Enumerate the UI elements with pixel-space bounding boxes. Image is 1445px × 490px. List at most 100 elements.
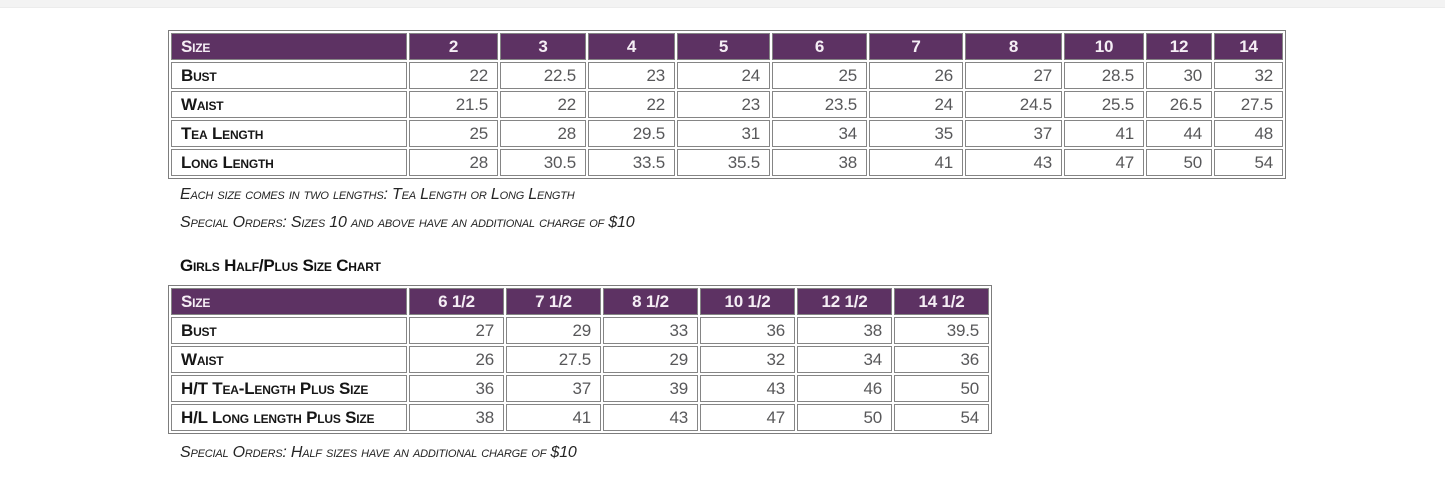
table-row: Bust 22 22.5 23 24 25 26 27 28.5 30 32: [171, 62, 1283, 89]
value-cell: 33: [603, 317, 698, 344]
value-cell: 38: [409, 404, 504, 431]
row-label: Waist: [171, 91, 407, 118]
value-cell: 26: [409, 346, 504, 373]
table-row: Tea Length 25 28 29.5 31 34 35 37 41 44 48: [171, 120, 1283, 147]
value-cell: 38: [797, 317, 892, 344]
column-header: 2: [409, 33, 498, 60]
value-cell: 43: [700, 375, 795, 402]
column-header: 12 1/2: [797, 288, 892, 315]
table-row: H/T Tea-Length Plus Size 36 37 39 43 46 50: [171, 375, 989, 402]
note-special-orders-half: Special Orders: Half sizes have an addit…: [180, 444, 577, 461]
value-cell: 28: [500, 120, 586, 147]
size-header-cell: Size: [171, 33, 407, 60]
value-cell: 37: [506, 375, 601, 402]
size-table: Size 6 1/2 7 1/2 8 1/2 10 1/2 12 1/2 14 1/2 Bus…: [168, 285, 992, 434]
value-cell: 22: [409, 62, 498, 89]
value-cell: 36: [409, 375, 504, 402]
value-cell: 35.5: [677, 149, 770, 176]
value-cell: 23.5: [772, 91, 867, 118]
column-header: 10: [1064, 33, 1144, 60]
size-table: Size 2 3 4 5 6 7 8 10 12 14 Bust 22 22.5 23 24 25 26 27 28.…: [168, 30, 1286, 179]
value-cell: 37: [965, 120, 1062, 147]
value-cell: 41: [869, 149, 963, 176]
value-cell: 33.5: [588, 149, 675, 176]
value-cell: 41: [1064, 120, 1144, 147]
value-cell: 46: [797, 375, 892, 402]
value-cell: 54: [894, 404, 989, 431]
value-cell: 31: [677, 120, 770, 147]
value-cell: 50: [894, 375, 989, 402]
note-two-lengths: Each size comes in two lengths: Tea Leng…: [180, 186, 575, 203]
column-header: 14 1/2: [894, 288, 989, 315]
value-cell: 23: [677, 91, 770, 118]
value-cell: 25: [409, 120, 498, 147]
value-cell: 28: [409, 149, 498, 176]
row-label: Long Length: [171, 149, 407, 176]
value-cell: 47: [1064, 149, 1144, 176]
value-cell: 32: [700, 346, 795, 373]
value-cell: 29: [603, 346, 698, 373]
value-cell: 43: [965, 149, 1062, 176]
value-cell: 27.5: [506, 346, 601, 373]
value-cell: 23: [588, 62, 675, 89]
value-cell: 38: [772, 149, 867, 176]
header-row: Size 2 3 4 5 6 7 8 10 12 14: [171, 33, 1283, 60]
standard-size-chart-table: Size 2 3 4 5 6 7 8 10 12 14 Bust 22 22.5 23 24 25 26 27 28.…: [168, 30, 1286, 179]
value-cell: 30.5: [500, 149, 586, 176]
value-cell: 24: [869, 91, 963, 118]
value-cell: 26: [869, 62, 963, 89]
row-label: Bust: [171, 317, 407, 344]
table-row: Waist 21.5 22 22 23 23.5 24 24.5 25.5 26.5 27.5: [171, 91, 1283, 118]
value-cell: 34: [772, 120, 867, 147]
value-cell: 30: [1146, 62, 1212, 89]
half-plus-size-chart-table: Size 6 1/2 7 1/2 8 1/2 10 1/2 12 1/2 14 1/2 Bus…: [168, 285, 992, 434]
value-cell: 50: [1146, 149, 1212, 176]
value-cell: 50: [797, 404, 892, 431]
value-cell: 24.5: [965, 91, 1062, 118]
column-header: 6: [772, 33, 867, 60]
value-cell: 34: [797, 346, 892, 373]
table-row: Waist 26 27.5 29 32 34 36: [171, 346, 989, 373]
value-cell: 44: [1146, 120, 1212, 147]
row-label: Bust: [171, 62, 407, 89]
value-cell: 22: [500, 91, 586, 118]
table-row: Long Length 28 30.5 33.5 35.5 38 41 43 47 50 54: [171, 149, 1283, 176]
value-cell: 43: [603, 404, 698, 431]
value-cell: 39: [603, 375, 698, 402]
value-cell: 27: [965, 62, 1062, 89]
value-cell: 21.5: [409, 91, 498, 118]
row-label: Waist: [171, 346, 407, 373]
row-label: H/L Long length Plus Size: [171, 404, 407, 431]
page-top-strip: [0, 0, 1445, 8]
header-row: Size 6 1/2 7 1/2 8 1/2 10 1/2 12 1/2 14 1/2: [171, 288, 989, 315]
row-label: H/T Tea-Length Plus Size: [171, 375, 407, 402]
value-cell: 29: [506, 317, 601, 344]
row-label: Tea Length: [171, 120, 407, 147]
value-cell: 47: [700, 404, 795, 431]
value-cell: 22: [588, 91, 675, 118]
column-header: 5: [677, 33, 770, 60]
value-cell: 27: [409, 317, 504, 344]
table-row: Bust 27 29 33 36 38 39.5: [171, 317, 989, 344]
size-header-cell: Size: [171, 288, 407, 315]
value-cell: 41: [506, 404, 601, 431]
value-cell: 29.5: [588, 120, 675, 147]
value-cell: 54: [1214, 149, 1283, 176]
value-cell: 48: [1214, 120, 1283, 147]
column-header: 12: [1146, 33, 1212, 60]
value-cell: 26.5: [1146, 91, 1212, 118]
column-header: 8: [965, 33, 1062, 60]
column-header: 10 1/2: [700, 288, 795, 315]
note-special-orders-standard: Special Orders: Sizes 10 and above have …: [180, 214, 635, 231]
value-cell: 36: [894, 346, 989, 373]
column-header: 3: [500, 33, 586, 60]
value-cell: 25: [772, 62, 867, 89]
value-cell: 35: [869, 120, 963, 147]
column-header: 4: [588, 33, 675, 60]
value-cell: 28.5: [1064, 62, 1144, 89]
column-header: 6 1/2: [409, 288, 504, 315]
half-plus-chart-title: Girls Half/Plus Size Chart: [180, 256, 381, 275]
column-header: 8 1/2: [603, 288, 698, 315]
value-cell: 22.5: [500, 62, 586, 89]
table-row: H/L Long length Plus Size 38 41 43 47 50 54: [171, 404, 989, 431]
